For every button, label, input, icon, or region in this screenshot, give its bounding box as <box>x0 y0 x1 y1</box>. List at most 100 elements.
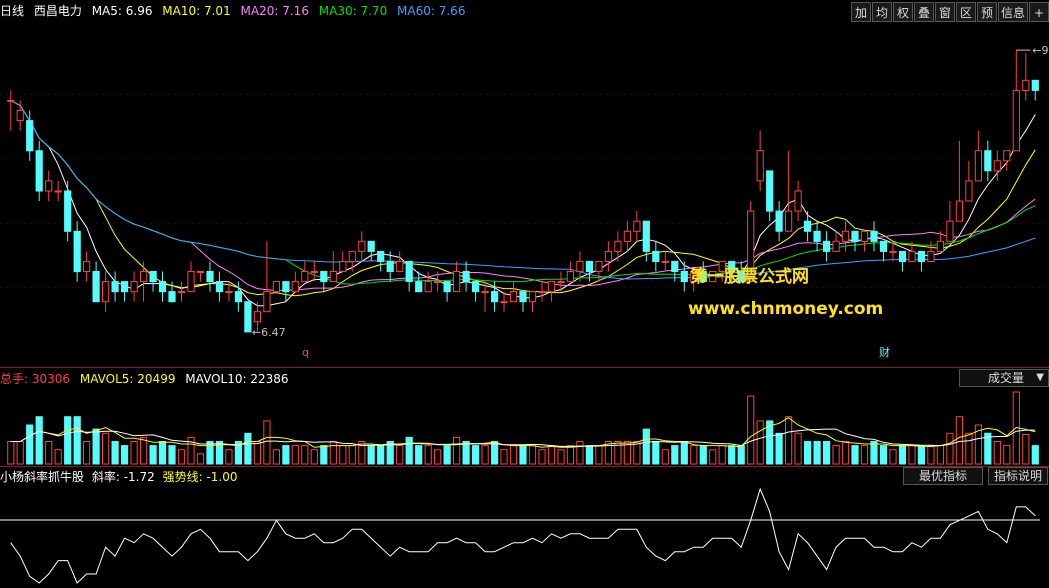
indicator-select-volume[interactable]: 成交量 ▼ <box>959 369 1049 387</box>
candle-body <box>794 190 802 212</box>
volume-bar <box>595 445 603 465</box>
volume-bar <box>339 445 347 465</box>
candle-body <box>177 291 186 294</box>
toolbar-button-forecast[interactable]: 预 <box>977 2 997 22</box>
volume-bar <box>121 445 129 465</box>
toolbar-button-add[interactable]: 加 <box>851 2 871 22</box>
ma10-label: MA10: 7.01 <box>162 4 231 18</box>
volume-bar <box>974 424 982 465</box>
volume-bar <box>348 445 356 465</box>
candle-body <box>927 250 935 262</box>
volume-bar <box>709 449 717 465</box>
volume-bar <box>45 441 53 465</box>
volume-header: 总手: 30306 MAVOL5: 20499 MAVOL10: 22386 <box>0 370 295 388</box>
candle-body <box>35 150 43 192</box>
volume-total-label: 总手: 30306 <box>0 372 71 386</box>
volume-bar <box>718 445 726 465</box>
candle-body <box>898 250 907 262</box>
indicator-name: 小杨斜率抓牛股 <box>0 470 85 484</box>
volume-bar <box>481 445 489 465</box>
candle-body <box>386 260 394 272</box>
mavol10-label: MAVOL10: 22386 <box>185 372 289 386</box>
candle-body <box>851 230 859 242</box>
volume-bar <box>547 445 556 465</box>
candle-body <box>766 170 774 212</box>
candle-body <box>690 271 698 283</box>
candle-body <box>272 281 280 293</box>
volume-bar <box>35 416 43 465</box>
volume-bar <box>993 441 1001 465</box>
candle-body <box>984 150 992 172</box>
candle-body <box>263 291 271 313</box>
candle-body <box>585 260 593 272</box>
toolbar-button-rights[interactable]: 权 <box>893 2 913 22</box>
volume-bar <box>936 445 944 465</box>
indicator-description-button[interactable]: 指标说明 <box>988 467 1048 485</box>
stock-name: 西昌电力 <box>33 4 82 18</box>
volume-bar <box>301 445 309 465</box>
volume-bar <box>585 445 593 465</box>
volume-bar <box>528 445 537 465</box>
strong-line-label: 强势线: -1.00 <box>162 470 238 484</box>
volume-bar <box>73 416 81 465</box>
candle-body <box>348 250 356 262</box>
volume-bar <box>917 445 925 465</box>
volume-bar <box>149 445 157 465</box>
volume-bar <box>604 441 612 465</box>
volume-bar <box>453 436 461 465</box>
candle-body <box>804 220 812 232</box>
candle-body <box>652 250 660 262</box>
volume-bar <box>405 436 413 465</box>
toolbar-button-range[interactable]: 区 <box>956 2 976 22</box>
candle-body <box>158 281 167 293</box>
volume-bar <box>509 445 518 465</box>
volume-bar <box>898 445 907 465</box>
volume-bar <box>206 441 214 465</box>
candle-body <box>206 271 214 283</box>
candle-body <box>889 250 897 253</box>
candle-body <box>718 260 726 272</box>
candle-body <box>491 291 499 303</box>
volume-bar <box>272 449 280 465</box>
volume-bar <box>747 395 755 465</box>
volume-bar <box>377 445 385 465</box>
volume-bar <box>737 445 745 465</box>
volume-bar <box>946 432 954 465</box>
candle-body <box>320 271 328 283</box>
candle-body <box>1031 79 1039 91</box>
candle-body <box>965 180 973 202</box>
price-chart[interactable]: ←9.27 ←6.47 q 财 <box>0 22 1049 368</box>
volume-bar <box>424 445 432 465</box>
volume-bar <box>756 420 764 465</box>
best-indicator-button[interactable]: 最优指标 <box>903 467 983 485</box>
candle-body <box>291 281 299 293</box>
volume-chart[interactable] <box>0 388 1049 466</box>
toolbar-button-info[interactable]: 信息 <box>998 2 1028 22</box>
indicator-select-label: 成交量 <box>988 371 1025 385</box>
high-price-label: ←9.27 <box>1032 44 1049 57</box>
volume-bar <box>813 441 821 465</box>
low-price-label: ←6.47 <box>252 326 286 339</box>
slope-line <box>10 487 1036 584</box>
volume-bar <box>329 441 337 465</box>
candle-body <box>642 220 650 252</box>
volume-bar <box>889 449 897 465</box>
candle-body <box>358 240 366 252</box>
volume-bar <box>320 445 328 465</box>
volume-bar <box>26 424 34 465</box>
toolbar-button-average[interactable]: 均 <box>872 2 892 22</box>
volume-bar <box>396 445 404 465</box>
volume-bar <box>832 445 840 465</box>
volume-bar <box>168 445 176 465</box>
toolbar-button-window[interactable]: 窗 <box>935 2 955 22</box>
candle-body <box>946 220 954 242</box>
candle-body <box>785 210 793 232</box>
volume-bar <box>187 436 195 465</box>
slope-indicator-chart[interactable] <box>0 485 1049 588</box>
volume-bar <box>538 449 546 465</box>
candle-body <box>472 281 480 293</box>
candle-body <box>339 260 347 272</box>
toolbar-button-overlay[interactable]: 叠 <box>914 2 934 22</box>
toolbar-button-plus[interactable]: + <box>1029 2 1049 22</box>
candle-body <box>860 230 869 242</box>
